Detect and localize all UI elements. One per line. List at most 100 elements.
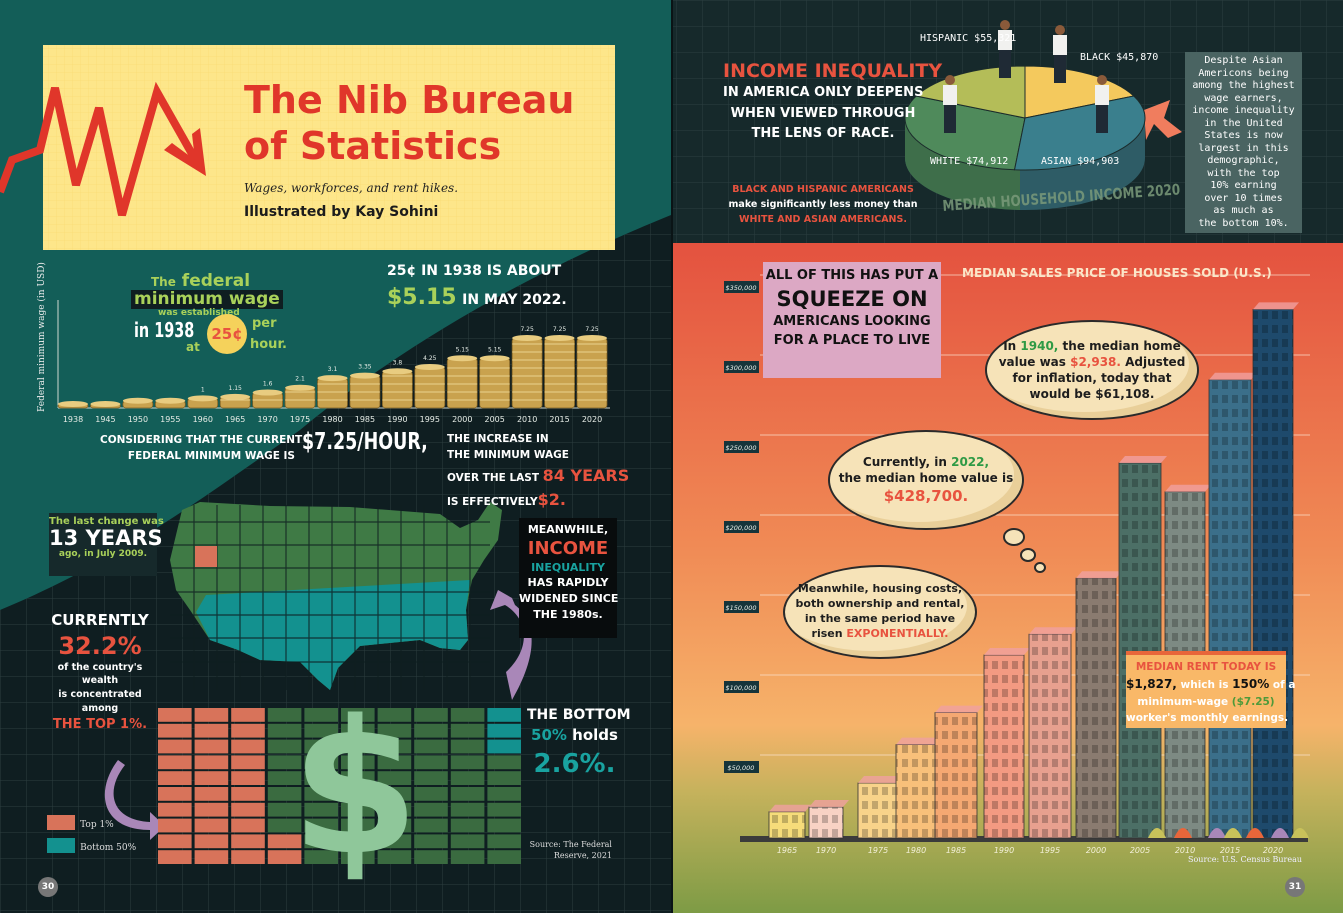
building	[768, 804, 811, 839]
inflation-line1: 25¢ IN 1938 IS ABOUT	[387, 263, 562, 279]
street	[740, 836, 1308, 842]
page-title: The Nib Bureau	[244, 78, 575, 122]
waffle-cell	[377, 708, 412, 722]
dollar-sign-icon: $	[291, 680, 420, 896]
coin-stack	[219, 393, 251, 409]
waffle-cell	[450, 834, 485, 849]
waffle-cell	[267, 787, 302, 801]
income-gap-text: BLACK AND HISPANIC AMERICANS make signif…	[728, 184, 918, 226]
building-windows	[809, 807, 843, 838]
waffle-cell	[194, 850, 229, 864]
waffle-cell	[377, 739, 412, 754]
waffle-cell	[450, 755, 485, 770]
waffle-cell	[267, 802, 302, 817]
x-tick-label: 1985	[946, 846, 966, 855]
coin-top	[349, 372, 380, 379]
median-rent-box: MEDIAN RENT TODAY IS $1,827, which is 15…	[1126, 651, 1295, 728]
note-line: 10% earning	[1210, 180, 1277, 191]
intro-minimum-wage: minimum wage	[131, 290, 283, 309]
x-tick-label: 1995	[420, 415, 440, 424]
waffle-cell	[487, 755, 521, 770]
building	[1252, 302, 1299, 839]
waffle-cell	[267, 834, 302, 849]
waffle-cell	[341, 739, 375, 754]
waffle-cell	[194, 834, 229, 849]
coin-stack	[349, 372, 381, 409]
coin-value-label: 1.15	[229, 385, 243, 392]
waffle-cell	[158, 834, 192, 849]
person-head	[945, 75, 955, 85]
building-roof	[858, 776, 904, 783]
building	[1075, 571, 1122, 839]
building-windows	[858, 783, 898, 838]
coin-stack	[576, 335, 608, 409]
pie-slice	[1024, 65, 1135, 119]
coin-stack	[414, 363, 446, 409]
waffle-cell	[487, 723, 521, 738]
building-windows	[1119, 463, 1161, 838]
meanwhile-box: MEANWHILE, INCOME INEQUALITY HAS RAPIDLY…	[519, 518, 618, 638]
x-tick-label: 2010	[517, 415, 537, 424]
x-tick-label: 1960	[193, 415, 213, 424]
building-roof	[1165, 484, 1211, 492]
intro-was-established: was established	[158, 308, 240, 318]
waffle-cell	[304, 771, 338, 785]
waffle-cell	[158, 755, 192, 770]
waffle-cell	[487, 802, 521, 817]
coin-stack-bar	[414, 366, 446, 409]
x-tick-label: 2005	[1130, 846, 1150, 855]
intro-hour: hour.	[250, 337, 287, 352]
legend-swatch-top1	[47, 815, 75, 830]
y-tick-label: $200,000	[725, 524, 756, 532]
waffle-cell	[377, 818, 412, 833]
coin-stack	[317, 375, 348, 409]
person-shirt	[1095, 85, 1109, 105]
coin-value-label: 5.15	[488, 346, 502, 353]
x-tick-label: 1980	[322, 415, 342, 424]
note-line: over 10 times	[1204, 192, 1283, 204]
x-tick-label: 2015	[549, 415, 569, 424]
coin-stack	[479, 355, 511, 409]
x-tick-label: 1970	[816, 846, 836, 855]
waffle-cell	[341, 834, 375, 849]
intro-per: per	[252, 316, 277, 331]
building-windows	[1076, 578, 1116, 838]
bottom-50-text: THE BOTTOM 50% holds 2.6%.	[527, 707, 631, 779]
waffle-cell	[158, 850, 192, 864]
note-line: as much as	[1213, 205, 1274, 216]
x-tick-label: 1995	[1040, 846, 1060, 855]
waffle-cell	[304, 818, 338, 833]
waffle-cell	[414, 723, 448, 738]
waffle-cell	[158, 771, 192, 785]
note-line: largest in this	[1198, 142, 1289, 154]
building	[895, 737, 942, 839]
waffle-cell	[194, 739, 229, 754]
tent-icon	[1174, 828, 1192, 838]
coin-stack	[381, 368, 413, 409]
y-tick-label: $350,000	[725, 284, 756, 292]
tent-icon	[1271, 828, 1289, 838]
person-legs	[999, 50, 1011, 78]
tent-icon	[1148, 828, 1166, 838]
person-head	[1097, 75, 1107, 85]
waffle-cell	[414, 787, 448, 801]
building	[808, 800, 849, 839]
building	[934, 705, 983, 839]
x-tick-label: 1955	[160, 415, 180, 424]
page-title-line2: of Statistics	[244, 124, 502, 168]
building-windows	[769, 811, 805, 838]
person-figure	[1053, 25, 1067, 83]
waffle-cell	[194, 771, 229, 785]
x-tick-label: 1980	[906, 846, 926, 855]
coin-stack-bar	[479, 357, 511, 409]
coin-top	[447, 355, 478, 362]
x-tick-label: 1985	[355, 415, 375, 424]
pie-slice	[904, 95, 1026, 171]
coin-stack	[284, 384, 316, 409]
waffle-cell	[487, 834, 521, 849]
currently-text: CURRENTLY 32.2% of the country's wealth …	[51, 611, 149, 732]
waffle-cell	[450, 771, 485, 785]
waffle-cell	[158, 708, 192, 722]
waffle-cell	[341, 818, 375, 833]
x-tick-label: 1938	[63, 415, 83, 424]
